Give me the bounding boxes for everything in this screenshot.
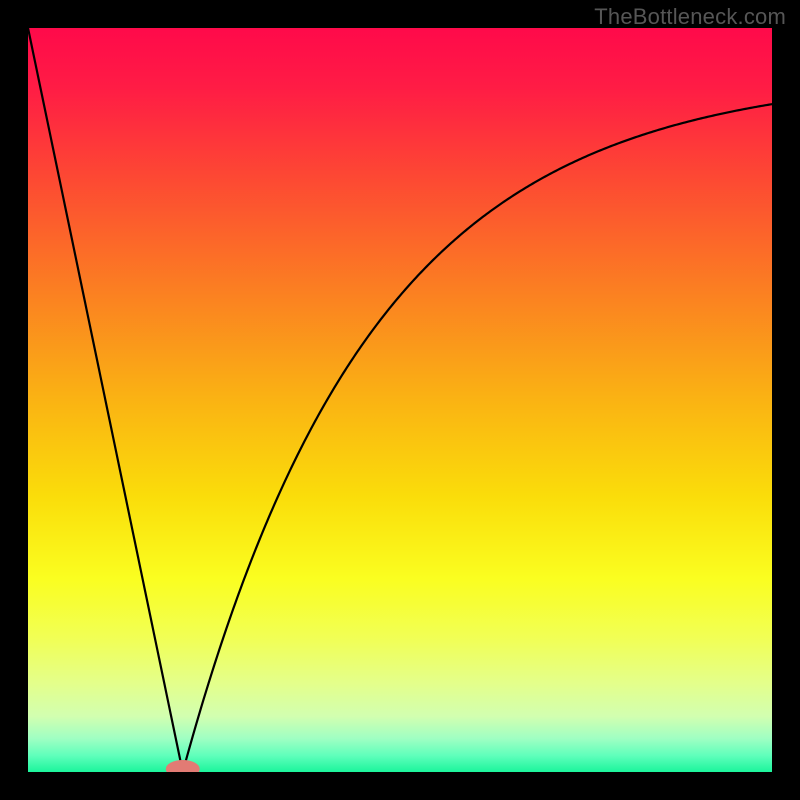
bottleneck-chart [0,0,800,800]
gradient-background [28,28,772,772]
chart-frame: TheBottleneck.com [0,0,800,800]
watermark-text: TheBottleneck.com [594,4,786,30]
